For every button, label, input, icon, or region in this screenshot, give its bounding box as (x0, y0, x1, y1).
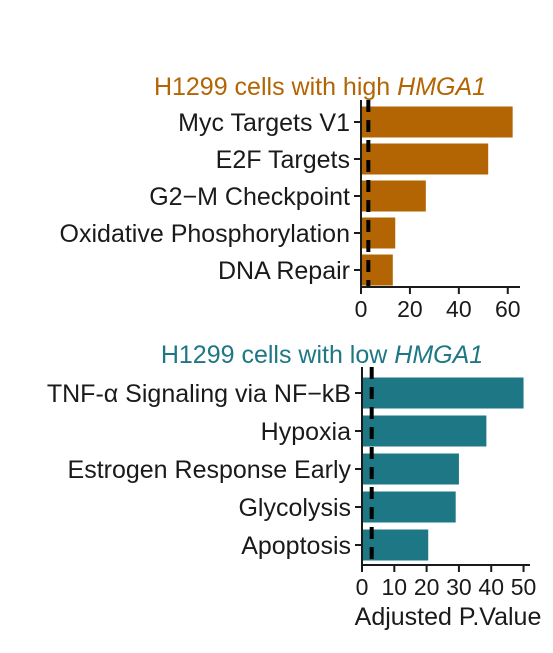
x-axis-label: Adjusted P.Value (355, 603, 542, 631)
bar (363, 453, 459, 485)
x-tick-label: 0 (355, 296, 368, 322)
chart-title: H1299 cells with high HMGA1 (154, 73, 486, 101)
x-tick-label: 20 (397, 296, 423, 322)
bar (363, 491, 456, 523)
category-label: TNF-α Signaling via NF−kB (47, 380, 351, 408)
chart-title-gene: HMGA1 (394, 341, 483, 369)
x-tick-label: 40 (478, 574, 504, 600)
bar (363, 415, 487, 447)
chart-panel-low: H1299 cells with low HMGA1 TNF-α Signalin… (47, 341, 542, 631)
bar (363, 529, 429, 561)
x-tick-label: 40 (446, 296, 472, 322)
bar (362, 106, 513, 138)
x-tick-label: 30 (446, 574, 472, 600)
x-tick-label: 0 (356, 574, 369, 600)
category-label: Glycolysis (238, 494, 351, 522)
category-label: G2−M Checkpoint (149, 183, 350, 211)
chart-title-text: H1299 cells with low (161, 341, 394, 369)
category-label: Estrogen Response Early (68, 456, 352, 484)
chart-title-gene: HMGA1 (397, 73, 486, 101)
chart-panel-high: H1299 cells with high HMGA1 Myc Targets V… (60, 73, 521, 322)
bar (363, 377, 524, 409)
bar (362, 143, 489, 175)
x-tick-label: 60 (495, 296, 521, 322)
x-tick-label: 50 (511, 574, 537, 600)
chart-title-text: H1299 cells with high (154, 73, 397, 101)
category-label: Oxidative Phosphorylation (60, 220, 350, 248)
category-label: E2F Targets (216, 146, 350, 174)
x-tick-label: 10 (382, 574, 408, 600)
category-label: Myc Targets V1 (178, 109, 350, 137)
category-label: DNA Repair (218, 257, 350, 285)
chart-title: H1299 cells with low HMGA1 (161, 341, 483, 369)
category-label: Apoptosis (241, 532, 351, 560)
category-label: Hypoxia (261, 418, 351, 446)
bar (362, 180, 426, 212)
x-tick-label: 20 (414, 574, 440, 600)
